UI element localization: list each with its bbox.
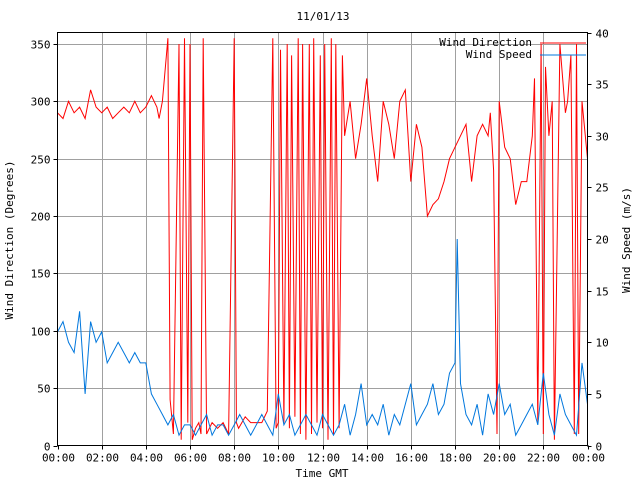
- x-tick-label: 10:00: [262, 452, 295, 465]
- x-tick-label: 06:00: [174, 452, 207, 465]
- legend-label-wind-direction: Wind Direction: [439, 36, 532, 49]
- series-lines: [57, 38, 588, 440]
- legend: Wind Direction Wind Speed: [439, 36, 586, 61]
- y-right-tick-label: 10: [596, 337, 609, 350]
- x-tick-label: 14:00: [351, 452, 384, 465]
- x-tick-label: 18:00: [439, 452, 472, 465]
- y-right-tick-label: 15: [596, 286, 609, 299]
- x-tick-label: 02:00: [86, 452, 119, 465]
- x-tick-label: 12:00: [307, 452, 340, 465]
- y-right-tick-label: 40: [596, 28, 609, 41]
- x-tick-label: 16:00: [395, 452, 428, 465]
- y-left-tick-label: 150: [31, 268, 51, 281]
- y-right-tick-label: 25: [596, 182, 609, 195]
- y-left-tick-label: 100: [31, 326, 51, 339]
- x-tick-label: 08:00: [218, 452, 251, 465]
- y-axis-label-right: Wind Speed (m/s): [620, 187, 633, 293]
- axes: 00:00 02:00 04:00 06:00 08:00 10:00 12:00 14:00…: [31, 28, 609, 465]
- y-right-tick-label: 30: [596, 131, 609, 144]
- y-axis-label-left: Wind Direction (Degrees): [3, 161, 16, 320]
- y-right-tick-label: 5: [596, 389, 603, 402]
- series-line-wind-speed: [57, 238, 588, 437]
- x-tick-label: 22:00: [527, 452, 560, 465]
- x-tick-label: 04:00: [130, 452, 163, 465]
- y-right-tick-label: 0: [596, 441, 603, 454]
- x-tick-label: 00:00: [42, 452, 75, 465]
- x-axis-label: Time GMT: [296, 467, 349, 480]
- y-left-tick-label: 250: [31, 154, 51, 167]
- y-right-tick-label: 35: [596, 79, 609, 92]
- chart-title: 11/01/13: [297, 10, 350, 23]
- x-tick-label: 00:00: [572, 452, 605, 465]
- y-left-tick-label: 200: [31, 211, 51, 224]
- legend-label-wind-speed: Wind Speed: [466, 48, 532, 61]
- y-left-tick-label: 350: [31, 39, 51, 52]
- y-right-tick-label: 20: [596, 234, 609, 247]
- y-left-tick-label: 0: [44, 441, 51, 454]
- x-tick-label: 20:00: [483, 452, 516, 465]
- y-left-tick-label: 50: [37, 383, 50, 396]
- y-left-tick-label: 300: [31, 96, 51, 109]
- series-line-wind-direction: [57, 38, 588, 440]
